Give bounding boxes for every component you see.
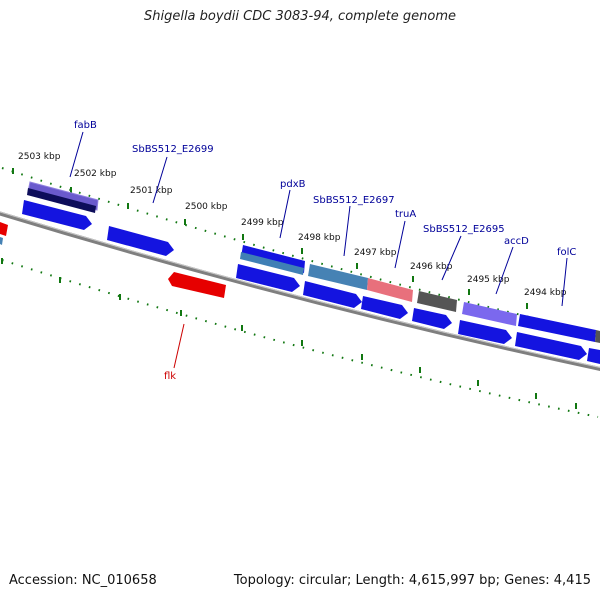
forward-strand-upper xyxy=(27,181,600,343)
gene-label-flk[interactable]: flk xyxy=(164,371,176,382)
gene-feature[interactable] xyxy=(515,332,587,360)
gene-feature[interactable] xyxy=(303,281,362,308)
kbp-label: 2494 kbp xyxy=(524,288,567,298)
kbp-label: 2496 kbp xyxy=(410,262,453,272)
gene-feature[interactable] xyxy=(458,320,512,344)
genome-backbone xyxy=(0,211,600,371)
gene-label-pdxB[interactable]: pdxB xyxy=(280,179,306,190)
gene-label-SbBS512_E2695[interactable]: SbBS512_E2695 xyxy=(423,224,505,235)
forward-strand-lower xyxy=(22,200,600,364)
gene-label-fabB[interactable]: fabB xyxy=(74,120,97,131)
kbp-label: 2502 kbp xyxy=(74,169,117,179)
gene-label-SbBS512_E2699[interactable]: SbBS512_E2699 xyxy=(132,144,214,155)
gene-feature[interactable] xyxy=(107,226,174,256)
kbp-label: 2498 kbp xyxy=(298,233,341,243)
kbp-label: 2495 kbp xyxy=(467,275,510,285)
gene-feature[interactable] xyxy=(412,308,452,329)
gene-label-accD[interactable]: accD xyxy=(504,236,529,247)
gene-label-folC[interactable]: folC xyxy=(557,247,576,258)
kbp-label: 2501 kbp xyxy=(130,186,173,196)
gene-label-SbBS512_E2697[interactable]: SbBS512_E2697 xyxy=(313,195,395,206)
gene-label-truA[interactable]: truA xyxy=(395,209,416,220)
kbp-label: 2500 kbp xyxy=(185,202,228,212)
kbp-scale: 2503 kbp 2502 kbp 2501 kbp 2500 kbp 2499… xyxy=(12,152,567,309)
gene-folC-feature[interactable] xyxy=(518,314,596,342)
kbp-label: 2497 kbp xyxy=(354,248,397,258)
topology-label: Topology: circular; Length: 4,615,997 bp… xyxy=(233,573,591,588)
kbp-label: 2499 kbp xyxy=(241,218,284,228)
gene-flk-feature[interactable] xyxy=(168,272,226,298)
genome-title: Shigella boydii CDC 3083-94, complete ge… xyxy=(143,9,457,24)
reverse-strand xyxy=(0,222,226,298)
gene-accD-feature[interactable] xyxy=(462,302,517,326)
gene-SbBS512_E2695-feature[interactable] xyxy=(417,291,457,312)
kbp-label: 2503 kbp xyxy=(18,152,61,162)
accession-label: Accession: NC_010658 xyxy=(9,573,157,588)
gene-feature[interactable] xyxy=(236,264,300,292)
gene-truA-feature[interactable] xyxy=(367,278,413,302)
gene-feature[interactable] xyxy=(361,296,408,319)
gene-labels: fabB SbBS512_E2699 pdxB SbBS512_E2697 tr… xyxy=(74,120,576,382)
gene-feature[interactable] xyxy=(22,200,92,230)
gene-SbBS512_E2697-feature[interactable] xyxy=(308,264,368,290)
outer-tick-row xyxy=(1,167,599,334)
